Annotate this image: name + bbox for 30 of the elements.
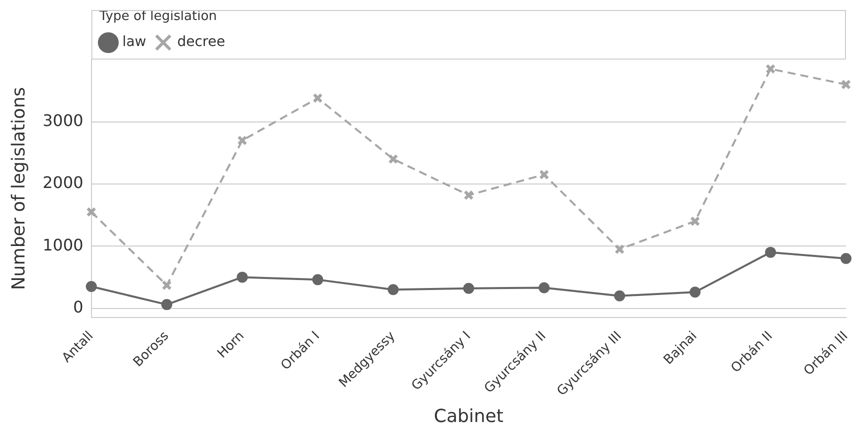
- y-tick-label: 2000: [42, 173, 84, 192]
- point: [236, 272, 248, 283]
- point: [614, 244, 625, 254]
- point: [463, 282, 474, 294]
- point: [86, 206, 96, 217]
- point: [237, 135, 248, 146]
- y-tick-label: 0: [73, 297, 84, 316]
- point: [690, 286, 701, 298]
- legend-label: law: [122, 34, 146, 50]
- point: [765, 246, 776, 258]
- y-tick-label: 3000: [42, 110, 84, 130]
- legend-label: decree: [177, 34, 226, 50]
- point: [464, 190, 474, 200]
- point: [614, 290, 626, 302]
- point: [312, 93, 323, 104]
- y-tick-label: 1000: [42, 235, 84, 254]
- x-axis-title: Cabinet: [434, 406, 504, 427]
- point: [840, 79, 852, 90]
- point: [388, 284, 399, 296]
- point: [765, 64, 776, 74]
- y-axis-title: Number of legislations: [8, 87, 30, 290]
- point: [388, 154, 398, 164]
- point: [538, 282, 550, 294]
- point: [690, 216, 700, 226]
- point: [539, 170, 550, 180]
- point: [162, 280, 172, 290]
- point: [161, 299, 172, 310]
- point: [86, 281, 97, 292]
- point: [312, 274, 324, 286]
- point: [840, 253, 852, 264]
